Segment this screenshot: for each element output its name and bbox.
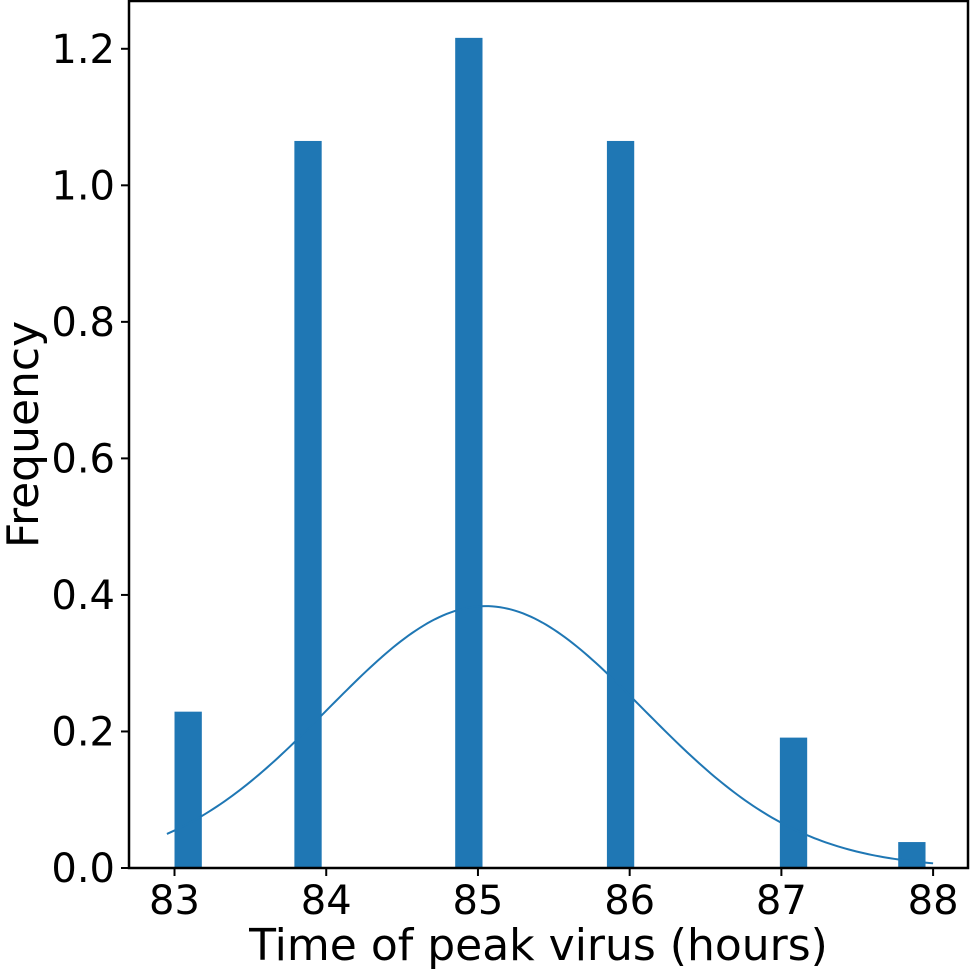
plot-frame: [127, 0, 970, 870]
histogram-bar-3: [455, 37, 483, 869]
y-tick-label: 0.8: [51, 300, 115, 346]
x-tick-label: 83: [149, 878, 200, 924]
histogram-bar-2: [294, 140, 322, 868]
y-axis-label: Frequency: [0, 321, 49, 548]
y-tick-label: 0.4: [51, 573, 115, 619]
y-tick-label: 1.0: [51, 163, 115, 209]
y-tick-label: 0.6: [51, 436, 115, 482]
fit-curve: [166, 605, 934, 865]
y-tick-label: 1.2: [51, 27, 115, 73]
y-tick-label: 0.0: [51, 846, 115, 892]
x-tick-label: 88: [908, 878, 959, 924]
y-tick-label: 0.2: [51, 709, 115, 755]
x-axis-label: Time of peak virus (hours): [248, 920, 828, 969]
x-tick-label: 86: [604, 878, 655, 924]
histogram-bar-5: [779, 737, 808, 868]
y-axis-ticks: 0.0 0.2 0.4 0.6 0.8 1.0 1.2: [51, 27, 129, 892]
x-tick-label: 85: [452, 878, 503, 924]
x-tick-label: 87: [756, 878, 807, 924]
bars-layer: [174, 37, 926, 869]
histogram-bar-6: [898, 842, 926, 868]
histogram-bar-4: [606, 140, 635, 868]
histogram-bar-1: [174, 711, 202, 868]
x-axis-ticks: 83 84 85 86 87 88: [149, 868, 959, 924]
x-tick-label: 84: [301, 878, 352, 924]
